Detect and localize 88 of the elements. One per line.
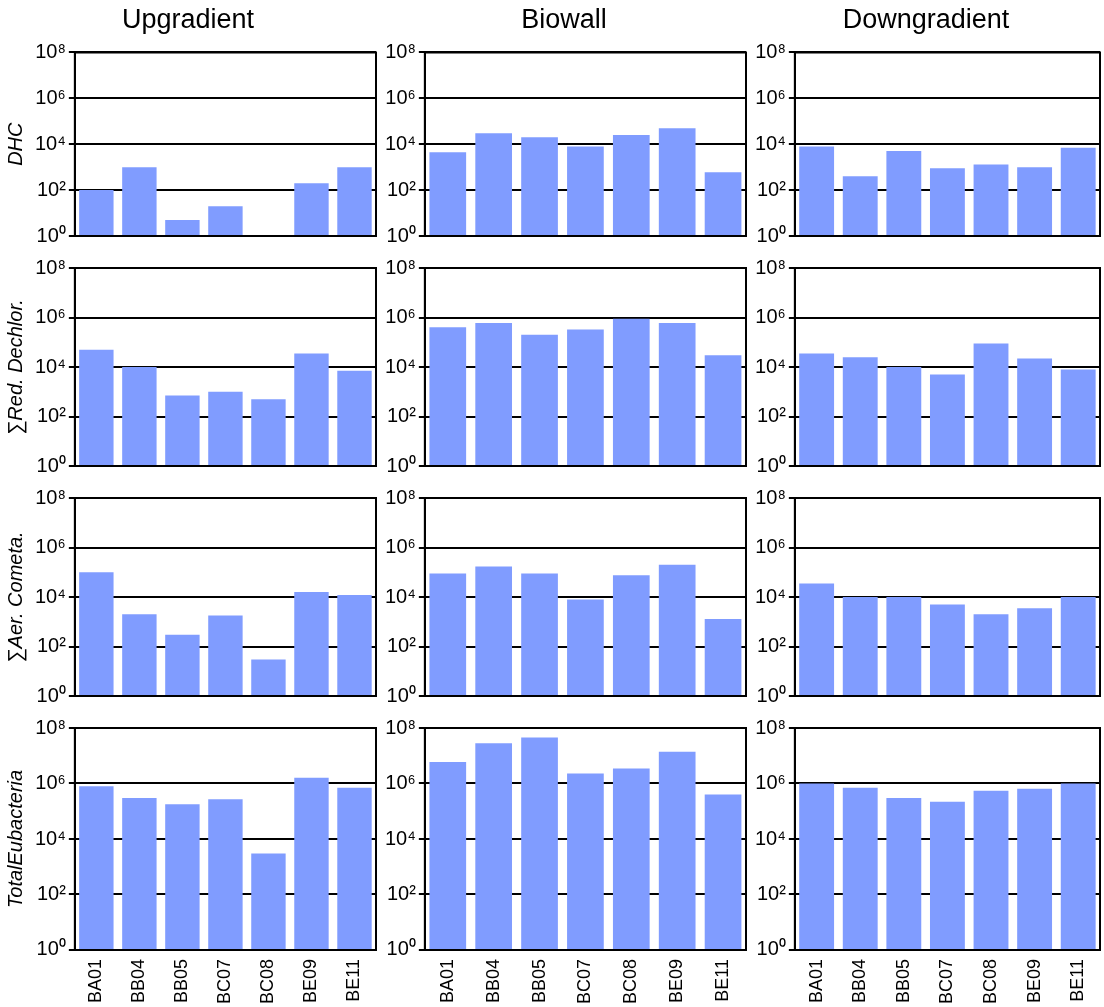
y-tick-label: 10⁰ <box>36 937 66 960</box>
y-tick-label: 10⁶ <box>755 535 786 558</box>
y-tick-label: 10⁸ <box>35 485 66 508</box>
x-tick-label: BC08 <box>257 958 278 1004</box>
y-tick-label: 10⁸ <box>385 485 416 508</box>
y-tick-label: 10⁴ <box>35 584 66 607</box>
y-tick-label: 10⁸ <box>755 485 786 508</box>
y-tick-label: 10⁴ <box>35 354 66 377</box>
y-tick-label: 10⁶ <box>755 771 786 794</box>
y-tick-label: 10² <box>756 177 787 200</box>
y-tick-label: 10⁰ <box>756 453 786 476</box>
y-tick-label: 10² <box>386 634 417 657</box>
x-tick-label: BB05 <box>528 958 549 1004</box>
y-tick-label: 10⁶ <box>755 85 786 108</box>
y-tick-label: 10⁰ <box>386 683 416 706</box>
y-tick-label: 10⁸ <box>755 255 786 278</box>
x-tick-label: BE09 <box>1023 958 1044 1004</box>
y-tick-label: 10⁴ <box>385 826 416 849</box>
x-tick-label: BE09 <box>666 958 687 1004</box>
y-tick-label: 10⁴ <box>35 131 66 154</box>
x-tick-label: BE11 <box>712 958 733 1002</box>
y-tick-label: 10⁴ <box>385 131 416 154</box>
y-tick-label: 10² <box>36 882 67 904</box>
x-tick-label: BC07 <box>214 958 235 1004</box>
y-tick-label: 10⁰ <box>386 453 416 476</box>
y-tick-label: 10² <box>386 882 417 904</box>
x-tick-label: BC07 <box>936 958 957 1004</box>
x-tick-label: BB04 <box>482 958 503 1004</box>
x-tick-label: BC08 <box>979 958 1000 1004</box>
y-tick-label: 10⁴ <box>755 584 786 607</box>
y-tick-label: 10⁶ <box>35 535 66 558</box>
x-tick-label: BA01 <box>805 958 826 1004</box>
y-axis-title: TotalEubacteria <box>3 769 26 909</box>
y-tick-label: 10⁰ <box>386 223 416 246</box>
x-tick-label: BE11 <box>343 958 364 1002</box>
y-tick-label: 10² <box>36 404 67 427</box>
y-tick-label: 10⁶ <box>35 305 66 328</box>
y-axis-title: ∑Aer. Cometa. <box>3 531 27 663</box>
y-tick-label: 10² <box>36 634 67 657</box>
y-axis-title: DHC <box>3 121 26 166</box>
y-tick-label: 10⁰ <box>36 683 66 706</box>
y-tick-label: 10² <box>756 882 787 904</box>
y-tick-label: 10⁰ <box>756 937 786 960</box>
y-tick-label: 10⁸ <box>385 715 416 738</box>
y-tick-label: 10⁶ <box>35 771 66 794</box>
y-tick-label: 10² <box>756 404 787 427</box>
y-tick-label: 10⁴ <box>755 354 786 377</box>
y-tick-label: 10⁴ <box>755 826 786 849</box>
y-tick-label: 10⁰ <box>756 223 786 246</box>
x-tick-label: BB04 <box>128 958 149 1004</box>
x-tick-label: BC08 <box>620 958 641 1004</box>
y-tick-label: 10⁰ <box>36 453 66 476</box>
x-tick-label: BC07 <box>574 958 595 1004</box>
x-tick-label: BA01 <box>436 958 457 1004</box>
y-tick-label: 10⁰ <box>756 683 786 706</box>
y-tick-label: 10⁸ <box>385 255 416 278</box>
y-tick-label: 10⁶ <box>385 85 416 108</box>
y-axis-title: ∑Red. Dechlor. <box>3 299 27 435</box>
chart-title: Upgradient <box>121 3 255 34</box>
y-tick-label: 10⁸ <box>35 715 66 738</box>
y-tick-label: 10⁸ <box>385 39 416 62</box>
y-tick-label: 10⁴ <box>35 826 66 849</box>
x-tick-label: BB05 <box>892 958 913 1004</box>
y-tick-label: 10⁸ <box>755 715 786 738</box>
y-tick-label: 10² <box>386 404 417 427</box>
y-tick-label: 10² <box>36 177 67 200</box>
y-tick-label: 10⁴ <box>385 584 416 607</box>
y-tick-label: 10⁶ <box>35 85 66 108</box>
y-tick-label: 10⁰ <box>386 937 416 960</box>
y-tick-label: 10⁶ <box>385 771 416 794</box>
y-tick-label: 10⁴ <box>385 354 416 377</box>
chart-title: Downgradient <box>842 3 1010 34</box>
y-tick-label: 10⁶ <box>755 305 786 328</box>
x-tick-label: BE09 <box>300 958 321 1004</box>
y-tick-label: 10⁰ <box>36 223 66 246</box>
y-tick-label: 10² <box>756 634 787 657</box>
y-tick-label: 10⁸ <box>755 39 786 62</box>
x-tick-label: BB04 <box>849 958 870 1004</box>
y-tick-label: 10² <box>386 177 417 200</box>
chart-title: Biowall <box>521 3 607 34</box>
x-tick-label: BA01 <box>85 958 106 1004</box>
y-tick-label: 10⁸ <box>35 39 66 62</box>
x-tick-label: BB05 <box>171 958 192 1004</box>
y-tick-label: 10⁶ <box>385 535 416 558</box>
y-tick-label: 10⁶ <box>385 305 416 328</box>
y-tick-label: 10⁸ <box>35 255 66 278</box>
y-tick-label: 10⁴ <box>755 131 786 154</box>
x-tick-label: BE11 <box>1067 958 1088 1002</box>
